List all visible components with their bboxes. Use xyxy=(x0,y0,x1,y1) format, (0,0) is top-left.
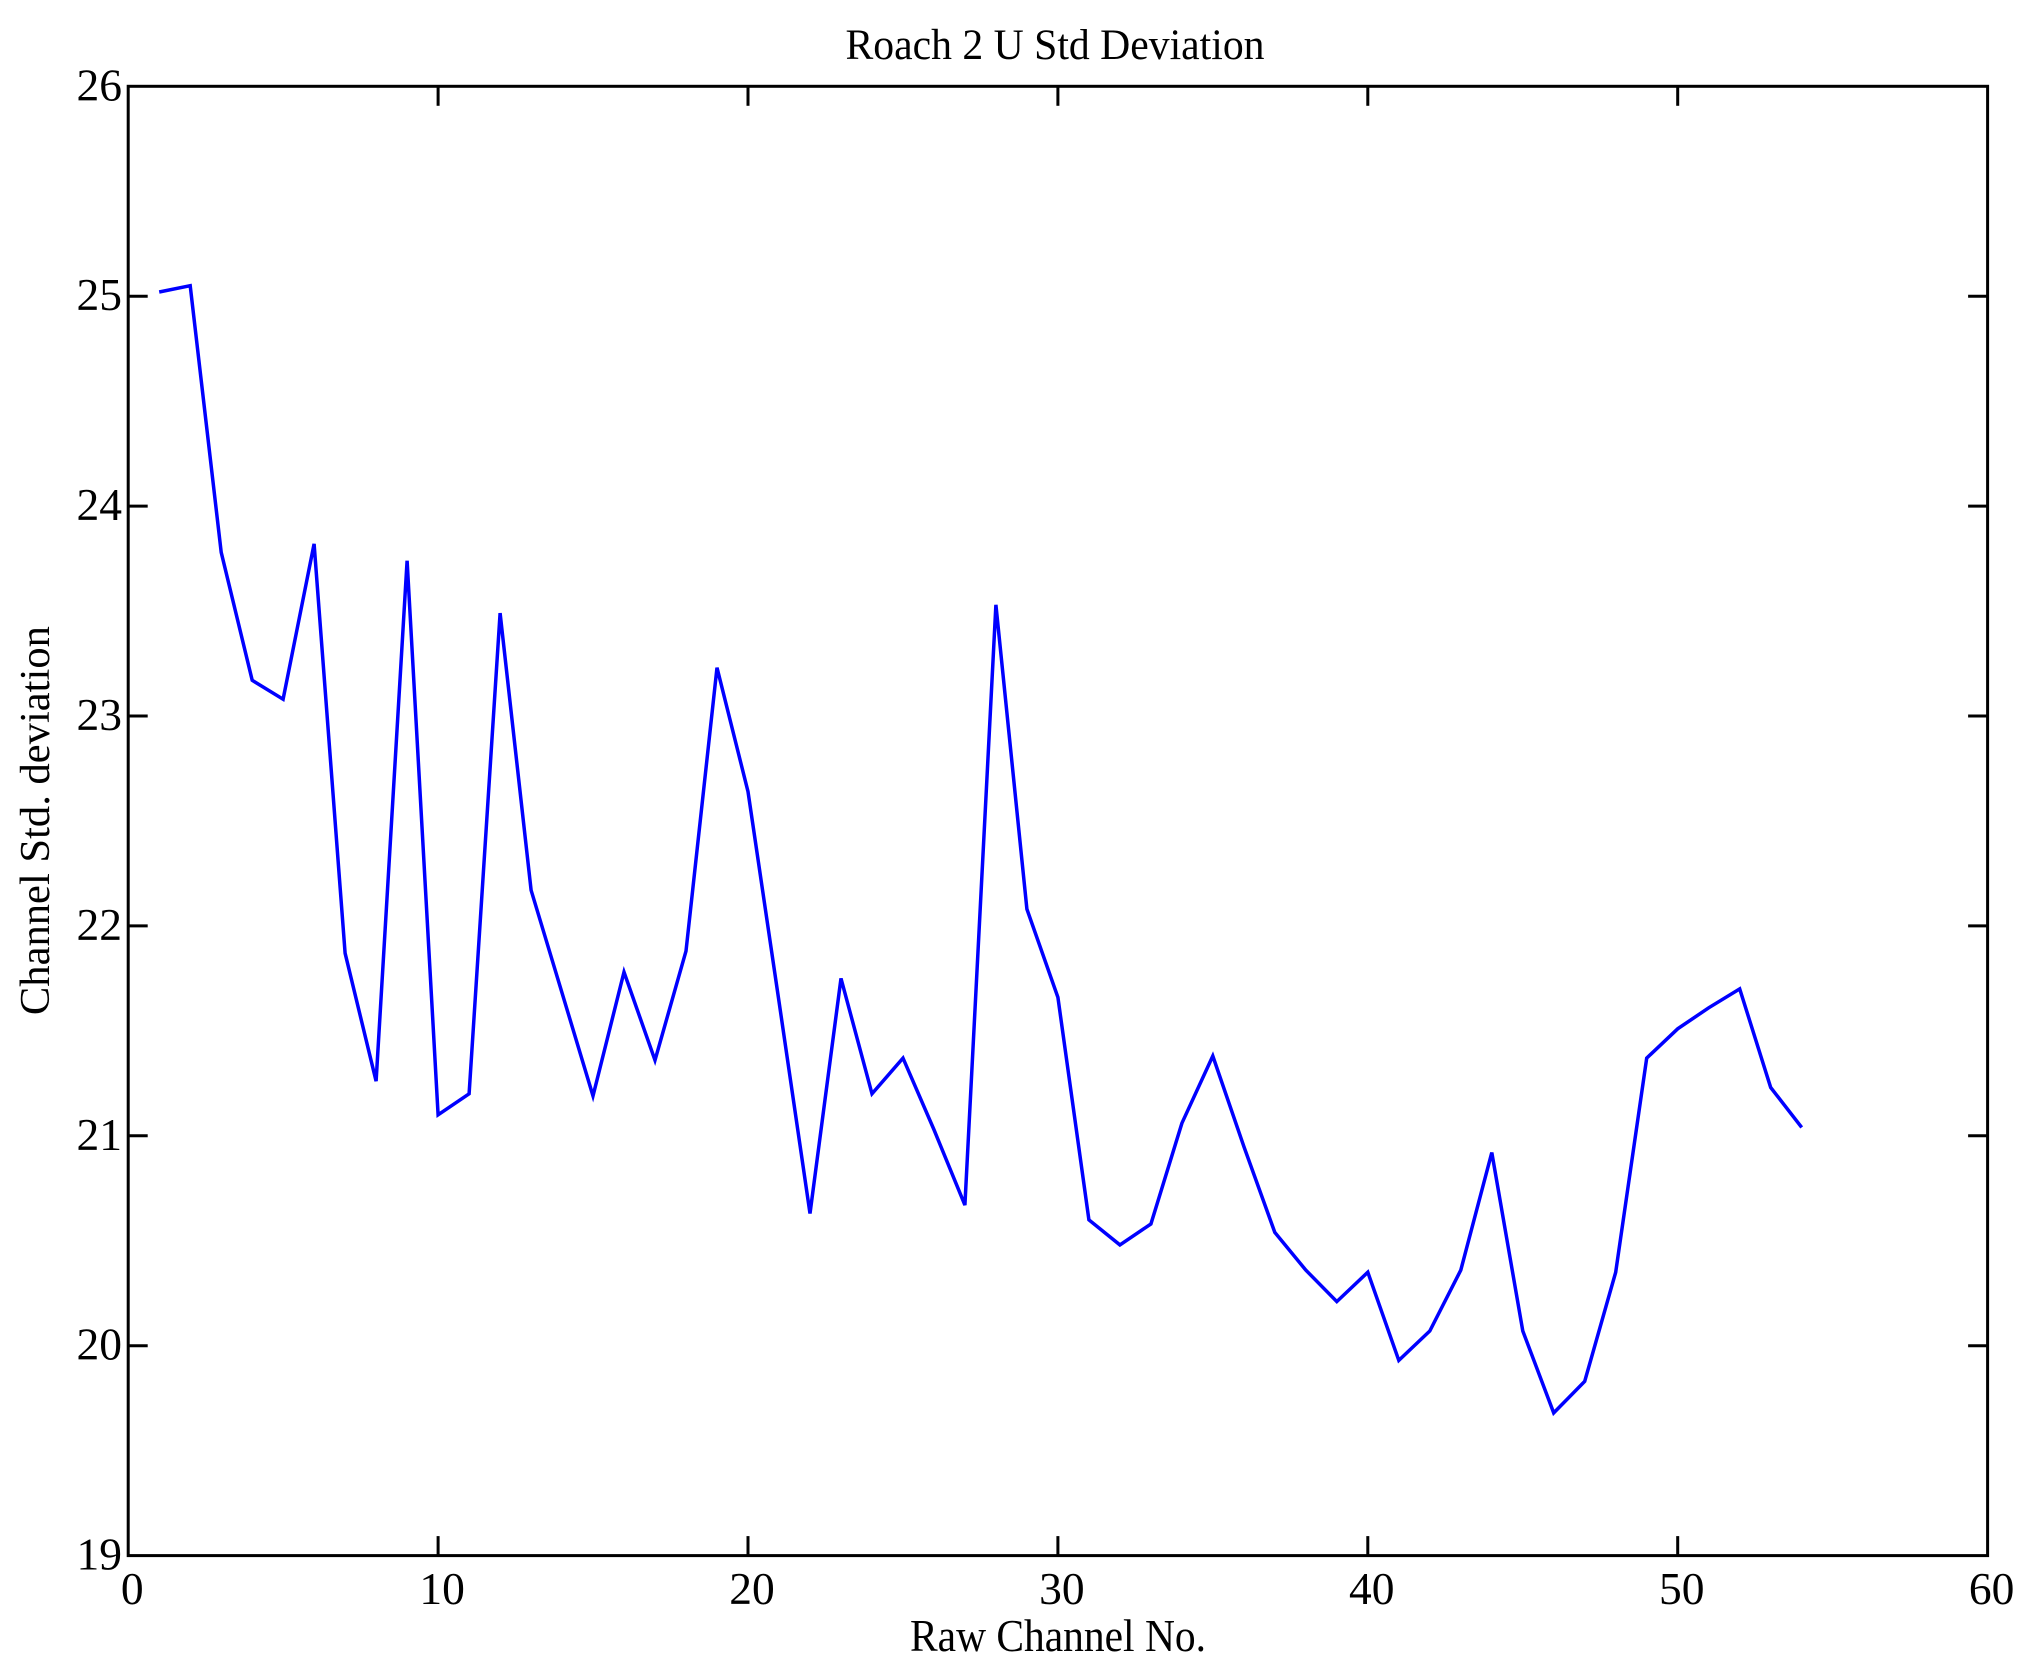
svg-text:24: 24 xyxy=(77,479,123,530)
svg-text:10: 10 xyxy=(419,1563,465,1614)
svg-text:30: 30 xyxy=(1039,1563,1085,1614)
svg-text:Channel Std. deviation: Channel Std. deviation xyxy=(12,626,59,1015)
svg-text:22: 22 xyxy=(77,899,123,950)
svg-text:0: 0 xyxy=(121,1563,144,1614)
svg-text:19: 19 xyxy=(77,1529,123,1580)
svg-text:26: 26 xyxy=(77,59,123,110)
svg-text:Roach 2 U Std Deviation: Roach 2 U Std Deviation xyxy=(846,21,1265,69)
svg-text:Raw Channel No.: Raw Channel No. xyxy=(910,1610,1206,1661)
svg-text:60: 60 xyxy=(1969,1563,2015,1614)
svg-text:40: 40 xyxy=(1349,1563,1395,1614)
svg-text:50: 50 xyxy=(1659,1563,1705,1614)
svg-text:23: 23 xyxy=(77,689,123,740)
svg-text:25: 25 xyxy=(77,269,123,320)
svg-text:20: 20 xyxy=(729,1563,775,1614)
svg-text:20: 20 xyxy=(77,1319,123,1370)
svg-text:21: 21 xyxy=(77,1109,123,1160)
